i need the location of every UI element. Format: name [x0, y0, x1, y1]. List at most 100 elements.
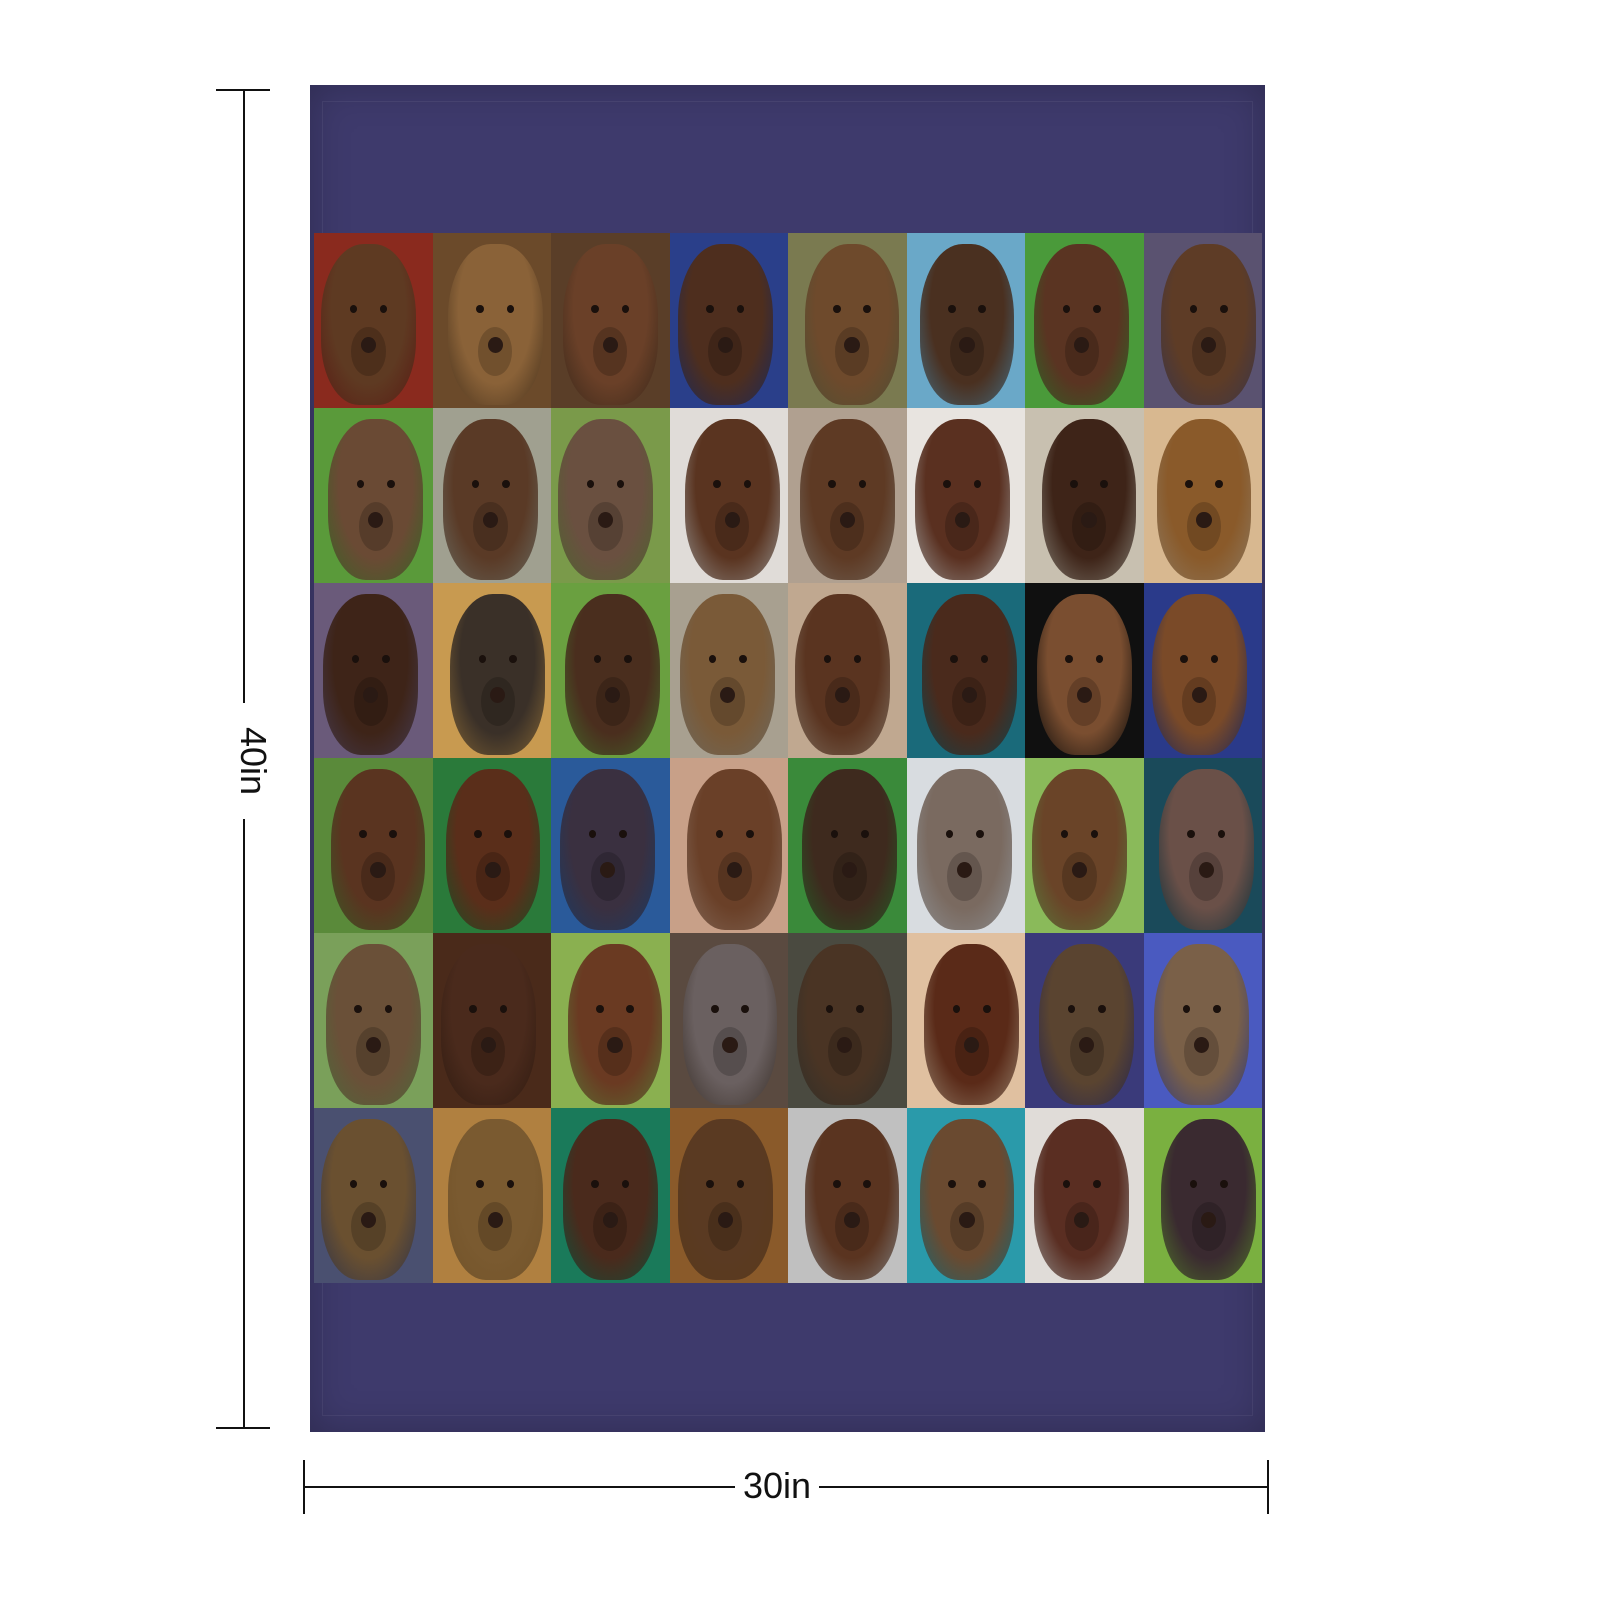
dog-nose	[844, 336, 860, 353]
dog-eye	[736, 304, 745, 313]
dog-eye	[506, 1179, 515, 1188]
dog-head	[560, 768, 656, 930]
dog-nose	[717, 336, 733, 353]
dog-eye	[708, 654, 717, 663]
dog-head	[799, 418, 895, 580]
dog-head	[1158, 768, 1254, 930]
dog-eye	[476, 304, 484, 313]
dog-nose	[834, 686, 851, 703]
dog-photo-tile	[551, 933, 670, 1108]
dog-eye	[710, 1004, 719, 1013]
dog-eye	[1062, 304, 1071, 313]
dog-photo-tile	[314, 583, 433, 758]
dog-head	[1156, 418, 1252, 580]
dog-eye	[1189, 304, 1198, 313]
dog-nose	[597, 511, 614, 528]
dog-head	[321, 243, 416, 405]
dog-eye	[626, 1004, 634, 1013]
height-dimension-cap-bottom	[216, 1427, 270, 1429]
blanket	[310, 85, 1265, 1432]
dog-head	[680, 593, 775, 755]
dog-eye	[952, 1004, 961, 1013]
dog-photo-tile	[314, 933, 433, 1108]
dog-head	[1161, 243, 1257, 405]
dog-nose	[600, 861, 616, 878]
dog-photo-tile	[314, 408, 433, 583]
width-dimension-cap-right	[1267, 1460, 1269, 1514]
dog-eye	[1212, 1004, 1221, 1013]
dog-eye	[354, 1004, 362, 1013]
dog-head	[1041, 418, 1137, 580]
dog-nose	[722, 1036, 738, 1053]
dog-nose	[1074, 336, 1090, 353]
dog-nose	[837, 1036, 853, 1053]
width-label: 30in	[735, 1465, 820, 1507]
dog-eye	[389, 829, 397, 838]
dog-eye	[1097, 1004, 1106, 1013]
dog-eye	[616, 479, 625, 488]
dog-photo-tile	[906, 583, 1025, 758]
dog-nose	[844, 1211, 860, 1228]
dog-eye	[713, 479, 721, 488]
dog-nose	[490, 686, 506, 703]
dog-eye	[382, 654, 390, 663]
dog-eye	[743, 479, 752, 488]
dog-eye	[983, 1004, 991, 1013]
dog-eye	[384, 1004, 393, 1013]
dog-nose	[487, 336, 503, 353]
dog-eye	[980, 654, 989, 663]
dog-photo-tile	[432, 583, 551, 758]
dog-eye	[1062, 1179, 1071, 1188]
dog-head	[562, 243, 658, 405]
dog-eye	[1220, 304, 1228, 313]
dog-eye	[621, 304, 630, 313]
dog-nose	[605, 686, 621, 703]
dog-nose	[1191, 686, 1207, 703]
dog-head	[919, 1118, 1015, 1280]
dog-nose	[717, 1211, 733, 1228]
dog-eye	[1093, 304, 1101, 313]
dog-eye	[1220, 1179, 1228, 1188]
dog-photo-tile	[1143, 758, 1262, 933]
dog-eye	[1182, 1004, 1191, 1013]
dog-eye	[1065, 654, 1073, 663]
dog-head	[445, 768, 541, 930]
dog-eye	[1215, 479, 1223, 488]
dog-head	[677, 1118, 773, 1280]
dog-eye	[1217, 829, 1226, 838]
dog-photo-tile	[669, 758, 788, 933]
dog-eye	[746, 829, 754, 838]
dog-head	[682, 943, 778, 1105]
dog-eye	[863, 304, 871, 313]
dog-head	[1032, 768, 1127, 930]
dog-head	[323, 593, 419, 755]
dog-head	[1034, 243, 1130, 405]
dog-eye	[1070, 479, 1078, 488]
dog-eye	[715, 829, 724, 838]
dog-nose	[1074, 1211, 1090, 1228]
dog-eye	[860, 829, 869, 838]
dog-nose	[961, 686, 977, 703]
dog-nose	[954, 511, 970, 528]
dog-nose	[959, 1211, 975, 1228]
dog-head	[558, 418, 653, 580]
dog-nose	[485, 861, 501, 878]
dog-head	[1034, 1118, 1130, 1280]
dog-head	[1036, 593, 1132, 755]
dog-photo-tile	[1025, 1108, 1144, 1283]
dog-photo-tile	[1025, 233, 1144, 408]
dog-head	[447, 243, 543, 405]
dog-head	[325, 943, 421, 1105]
dog-nose	[1198, 861, 1214, 878]
dog-eye	[623, 654, 632, 663]
dog-eye	[588, 829, 597, 838]
dog-photo-tile	[432, 933, 551, 1108]
dog-head	[804, 243, 900, 405]
dog-photo-grid	[314, 233, 1262, 1283]
dog-photo-tile	[1025, 933, 1144, 1108]
dog-photo-tile	[669, 233, 788, 408]
dog-eye	[706, 304, 714, 313]
dog-eye	[736, 1179, 745, 1188]
dog-nose	[1201, 1211, 1217, 1228]
dog-eye	[863, 1179, 871, 1188]
